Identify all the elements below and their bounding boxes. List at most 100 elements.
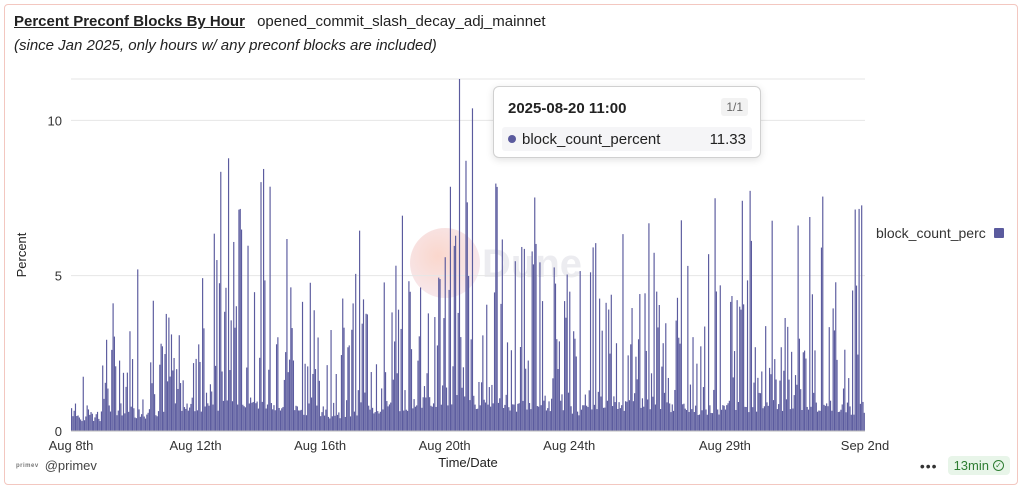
bar[interactable] (789, 409, 791, 431)
bar[interactable] (190, 403, 192, 431)
bar[interactable] (554, 283, 557, 431)
bar[interactable] (863, 412, 865, 431)
bar[interactable] (435, 406, 437, 431)
bar[interactable] (731, 296, 733, 431)
bar[interactable] (477, 408, 479, 431)
bar[interactable] (202, 278, 204, 431)
bar[interactable] (479, 405, 481, 431)
bar[interactable] (626, 401, 628, 431)
bar[interactable] (373, 413, 375, 431)
bar[interactable] (89, 414, 91, 431)
bar[interactable] (796, 384, 798, 431)
bar[interactable] (129, 331, 131, 431)
bar[interactable] (728, 400, 730, 431)
bar[interactable] (369, 409, 371, 431)
bar[interactable] (391, 312, 393, 431)
bar[interactable] (274, 410, 276, 431)
bar[interactable] (589, 272, 592, 431)
bar[interactable] (708, 254, 710, 431)
bar[interactable] (689, 384, 692, 431)
bar[interactable] (143, 416, 145, 431)
bar[interactable] (617, 408, 619, 431)
bar[interactable] (551, 398, 553, 431)
bar[interactable] (831, 410, 833, 431)
bar[interactable] (653, 252, 655, 431)
bar[interactable] (243, 406, 245, 431)
bar[interactable] (462, 367, 464, 431)
bar[interactable] (772, 400, 775, 431)
bar[interactable] (423, 386, 426, 431)
bar[interactable] (861, 205, 863, 431)
bar[interactable] (151, 383, 153, 431)
bar[interactable] (165, 313, 167, 431)
bar[interactable] (618, 402, 620, 431)
bar[interactable] (818, 410, 820, 431)
bar[interactable] (732, 377, 734, 431)
bar[interactable] (285, 352, 287, 431)
bar[interactable] (207, 403, 209, 431)
bar[interactable] (172, 370, 174, 431)
bar[interactable] (436, 345, 439, 431)
bar[interactable] (632, 401, 634, 431)
bar[interactable] (781, 410, 784, 431)
bar[interactable] (809, 217, 811, 431)
bar[interactable] (309, 282, 311, 431)
bar[interactable] (343, 327, 345, 431)
bar[interactable] (198, 344, 200, 431)
bar[interactable] (741, 200, 743, 431)
bar[interactable] (349, 416, 352, 431)
bar[interactable] (521, 246, 523, 431)
bar[interactable] (800, 389, 802, 431)
bar[interactable] (238, 209, 240, 431)
bar[interactable] (308, 403, 310, 431)
bar[interactable] (80, 419, 82, 431)
bar[interactable] (264, 280, 266, 431)
bar[interactable] (126, 372, 128, 431)
bar[interactable] (528, 403, 531, 431)
bar[interactable] (785, 399, 788, 431)
bar[interactable] (538, 406, 540, 431)
bar[interactable] (176, 369, 178, 431)
bar[interactable] (566, 274, 568, 431)
bar[interactable] (583, 405, 585, 431)
bar[interactable] (429, 397, 431, 431)
bar[interactable] (775, 379, 777, 431)
bar[interactable] (422, 397, 424, 431)
bar[interactable] (242, 404, 244, 431)
bar[interactable] (72, 416, 74, 431)
bar[interactable] (256, 401, 258, 431)
bar[interactable] (330, 330, 332, 431)
bar[interactable] (844, 349, 846, 431)
bar[interactable] (338, 412, 340, 431)
bar[interactable] (96, 411, 99, 431)
bar[interactable] (247, 245, 249, 431)
bar[interactable] (196, 410, 199, 431)
bar[interactable] (695, 405, 697, 431)
bar[interactable] (444, 257, 446, 431)
bar[interactable] (394, 341, 396, 431)
bar[interactable] (346, 400, 348, 431)
bar[interactable] (409, 291, 411, 431)
bar[interactable] (469, 400, 471, 431)
bar[interactable] (482, 335, 484, 431)
bar[interactable] (445, 387, 448, 431)
bar[interactable] (286, 239, 288, 431)
bar[interactable] (488, 387, 490, 431)
bar[interactable] (178, 335, 180, 431)
bar[interactable] (650, 373, 653, 431)
bar[interactable] (750, 240, 752, 431)
bar[interactable] (578, 415, 580, 431)
bar[interactable] (580, 409, 583, 431)
bar[interactable] (173, 357, 175, 431)
bar[interactable] (456, 395, 458, 431)
bar[interactable] (705, 409, 707, 431)
bar[interactable] (811, 294, 813, 431)
bar[interactable] (360, 402, 362, 431)
bar[interactable] (788, 379, 790, 431)
bar[interactable] (390, 402, 392, 431)
bar[interactable] (377, 411, 379, 431)
bar[interactable] (819, 410, 821, 431)
bar[interactable] (339, 418, 341, 431)
bar[interactable] (540, 405, 542, 431)
bar[interactable] (85, 416, 87, 431)
